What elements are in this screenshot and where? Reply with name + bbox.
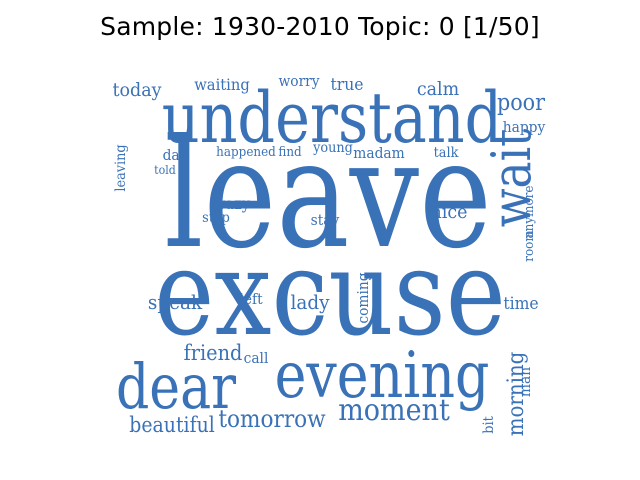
word-friend: friend [184,340,243,365]
word-understand: understand [162,78,503,159]
word-call: call [244,351,269,368]
word-excuse: excuse [154,225,506,362]
word-stop: stop [202,211,230,227]
word-poor: poor [497,90,546,116]
word-waiting: waiting [194,75,250,94]
word-happened: happened [216,144,276,160]
word-young: young [312,141,353,157]
word-leave: leave [164,108,492,282]
word-today: today [112,79,162,101]
word-find: find [278,144,301,160]
word-man: man [518,367,535,397]
word-coming: coming [356,272,373,323]
word-tomorrow: tomorrow [218,406,326,433]
word-leaving: leaving [114,144,130,192]
word-talk: talk [434,146,460,162]
word-speak: speak [148,290,203,314]
word-madam: madam [353,146,405,163]
word-room: room [521,230,537,262]
word-nice: nice [431,201,468,223]
word-day: day [163,148,189,165]
word-time: time [503,293,538,313]
word-true: true [330,74,363,94]
word-crazy: crazy [210,194,250,213]
word-morning: morning [503,352,528,437]
page-title: Sample: 1930-2010 Topic: 0 [1/50] [100,12,540,41]
word-happy: happy [503,120,546,137]
word-wait: wait [480,129,543,228]
word-beautiful: beautiful [129,412,215,437]
word-evening: evening [275,337,490,412]
word-lady: lady [290,290,329,314]
word-worry: worry [278,74,320,91]
word-left: left [239,292,262,309]
word-bit: bit [482,416,498,434]
word-told: told [154,163,176,178]
word-calm: calm [417,78,459,100]
word-anymore: anymore [521,186,537,239]
word-stay: stay [311,213,340,230]
word-dear: dear [116,351,237,424]
word-moment: moment [338,393,450,428]
